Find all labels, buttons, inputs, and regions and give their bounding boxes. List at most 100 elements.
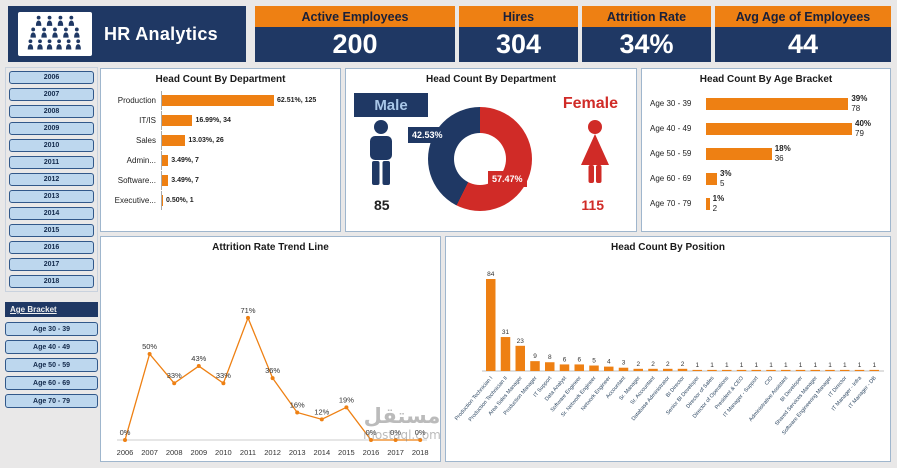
category-label: Software... bbox=[117, 176, 156, 185]
position-bar bbox=[663, 368, 673, 371]
position-value-label: 4 bbox=[607, 359, 611, 366]
category-label: Production bbox=[117, 96, 156, 105]
kpi-label: Attrition Rate bbox=[582, 6, 711, 27]
trend-value-label: 36% bbox=[265, 366, 280, 375]
trend-value-label: 33% bbox=[167, 371, 182, 380]
trend-x-label: 2014 bbox=[313, 448, 330, 457]
year-slicer-button-2017[interactable]: 2017 bbox=[9, 258, 94, 271]
female-count: 115 bbox=[581, 197, 604, 213]
panel-title: Head Count By Department bbox=[425, 74, 556, 85]
bar bbox=[162, 115, 193, 126]
count-label: 36 bbox=[774, 153, 784, 163]
female-figure-icon bbox=[581, 120, 609, 183]
age-slicer-button-age-30-39[interactable]: Age 30 - 39 bbox=[5, 322, 98, 336]
category-label: IT/IS bbox=[139, 116, 156, 125]
age-slicer-button-age-50-59[interactable]: Age 50 - 59 bbox=[5, 358, 98, 372]
position-bar bbox=[692, 369, 702, 371]
trend-point bbox=[172, 381, 177, 386]
position-bar bbox=[559, 364, 570, 371]
position-value-label: 31 bbox=[502, 329, 510, 336]
position-value-label: 2 bbox=[681, 361, 685, 368]
panel-title: Attrition Rate Trend Line bbox=[212, 242, 329, 253]
position-bar bbox=[515, 345, 525, 371]
year-slicer-button-2016[interactable]: 2016 bbox=[9, 241, 94, 254]
value-label: 16.99%, 34 bbox=[195, 117, 231, 124]
bar-area: 40% 79 bbox=[706, 116, 890, 141]
year-slicer-button-2011[interactable]: 2011 bbox=[9, 156, 94, 169]
kpi-label: Active Employees bbox=[255, 6, 455, 27]
trend-point bbox=[369, 438, 373, 442]
age-slicer-button-age-40-49[interactable]: Age 40 - 49 bbox=[5, 340, 98, 354]
year-slicer-button-2006[interactable]: 2006 bbox=[9, 71, 94, 84]
position-value-label: 3 bbox=[622, 360, 626, 367]
year-slicer-button-2013[interactable]: 2013 bbox=[9, 190, 94, 203]
position-bar bbox=[618, 367, 629, 371]
trend-value-label: 0% bbox=[366, 428, 377, 437]
gender-donut-chart bbox=[428, 107, 532, 211]
kpi-card-avg-age-of-employees: Avg Age of Employees 44 bbox=[715, 6, 891, 62]
value-label: 3.49%, 7 bbox=[171, 157, 199, 164]
bar-area: 39% 78 bbox=[706, 91, 890, 116]
position-bar bbox=[574, 364, 584, 371]
trend-value-label: 71% bbox=[240, 306, 255, 315]
position-bar bbox=[854, 369, 865, 371]
trend-x-label: 2007 bbox=[141, 448, 158, 457]
panel-title: Head Count By Age Bracket bbox=[699, 74, 833, 85]
value-label: 0.50%, 1 bbox=[166, 197, 194, 204]
position-value-label: 1 bbox=[813, 362, 817, 369]
bar bbox=[706, 172, 717, 185]
year-slicer-button-2009[interactable]: 2009 bbox=[9, 122, 94, 135]
panel-title: Head Count By Department bbox=[155, 74, 286, 85]
male-percent-badge: 42.53% bbox=[408, 127, 447, 143]
position-bar bbox=[795, 369, 806, 371]
position-value-label: 1 bbox=[725, 362, 729, 369]
year-slicer-button-2012[interactable]: 2012 bbox=[9, 173, 94, 186]
value-label: 40% 79 bbox=[855, 119, 871, 137]
value-label: 1% 2 bbox=[713, 194, 725, 212]
trend-point bbox=[196, 364, 201, 369]
value-label: 13.03%, 26 bbox=[188, 137, 224, 144]
trend-point bbox=[123, 438, 127, 442]
trend-x-label: 2008 bbox=[166, 448, 183, 457]
age-bracket-slicer: Age Bracket Age 30 - 39 Age 40 - 49 Age 50… bbox=[5, 302, 98, 412]
head-count-by-department-panel: Head Count By Department Production 62.51… bbox=[100, 68, 341, 232]
trend-value-label: 16% bbox=[290, 400, 305, 409]
position-value-label: 1 bbox=[828, 362, 832, 369]
year-slicer-button-2018[interactable]: 2018 bbox=[9, 275, 94, 288]
trend-point bbox=[246, 315, 250, 320]
attrition-rate-trend-panel: Attrition Rate Trend Line 0% 2006 50% 2007 3… bbox=[100, 236, 441, 462]
position-value-label: 1 bbox=[695, 362, 699, 369]
position-bar bbox=[825, 369, 835, 371]
dept-bar-row: Sales 13.03%, 26 bbox=[101, 131, 340, 150]
trend-x-label: 2018 bbox=[412, 448, 429, 457]
dept-bar-row: Software... 3.49%, 7 bbox=[101, 171, 340, 190]
value-label: 39% 78 bbox=[851, 94, 867, 112]
male-count: 85 bbox=[374, 197, 390, 213]
position-category-label: IT Manager - DB bbox=[848, 375, 878, 410]
position-value-label: 1 bbox=[769, 362, 773, 369]
age-bar-row: Age 70 - 79 1% 2 bbox=[642, 191, 890, 216]
percent-label: 18% bbox=[774, 144, 791, 154]
position-bar bbox=[633, 368, 643, 371]
age-bar-chart: Age 30 - 39 39% 78 Age 40 - 49 40% 79 Age 50 -… bbox=[642, 91, 890, 216]
age-bar-row: Age 40 - 49 40% 79 bbox=[642, 116, 890, 141]
percent-label: 40% bbox=[855, 119, 872, 129]
bar-area: 13.03%, 26 bbox=[161, 131, 340, 150]
year-slicer-button-2010[interactable]: 2010 bbox=[9, 139, 94, 152]
year-slicer-button-2008[interactable]: 2008 bbox=[9, 105, 94, 118]
bar-area: 3% 5 bbox=[706, 166, 890, 191]
year-slicer-button-2015[interactable]: 2015 bbox=[9, 224, 94, 237]
head-count-by-age-bracket-panel: Head Count By Age Bracket Age 30 - 39 39%… bbox=[641, 68, 891, 232]
age-slicer-button-age-70-79[interactable]: Age 70 - 79 bbox=[5, 394, 98, 408]
age-slicer-button-age-60-69[interactable]: Age 60 - 69 bbox=[5, 376, 98, 390]
year-slicer-button-2014[interactable]: 2014 bbox=[9, 207, 94, 220]
year-slicer-button-2007[interactable]: 2007 bbox=[9, 88, 94, 101]
value-label: 62.51%, 125 bbox=[277, 97, 317, 104]
count-label: 78 bbox=[851, 103, 861, 113]
trend-x-label: 2009 bbox=[190, 448, 207, 457]
female-legend-label: Female bbox=[562, 95, 618, 112]
trend-value-label: 43% bbox=[191, 354, 206, 363]
kpi-label: Avg Age of Employees bbox=[715, 6, 891, 27]
position-bar bbox=[766, 369, 776, 371]
